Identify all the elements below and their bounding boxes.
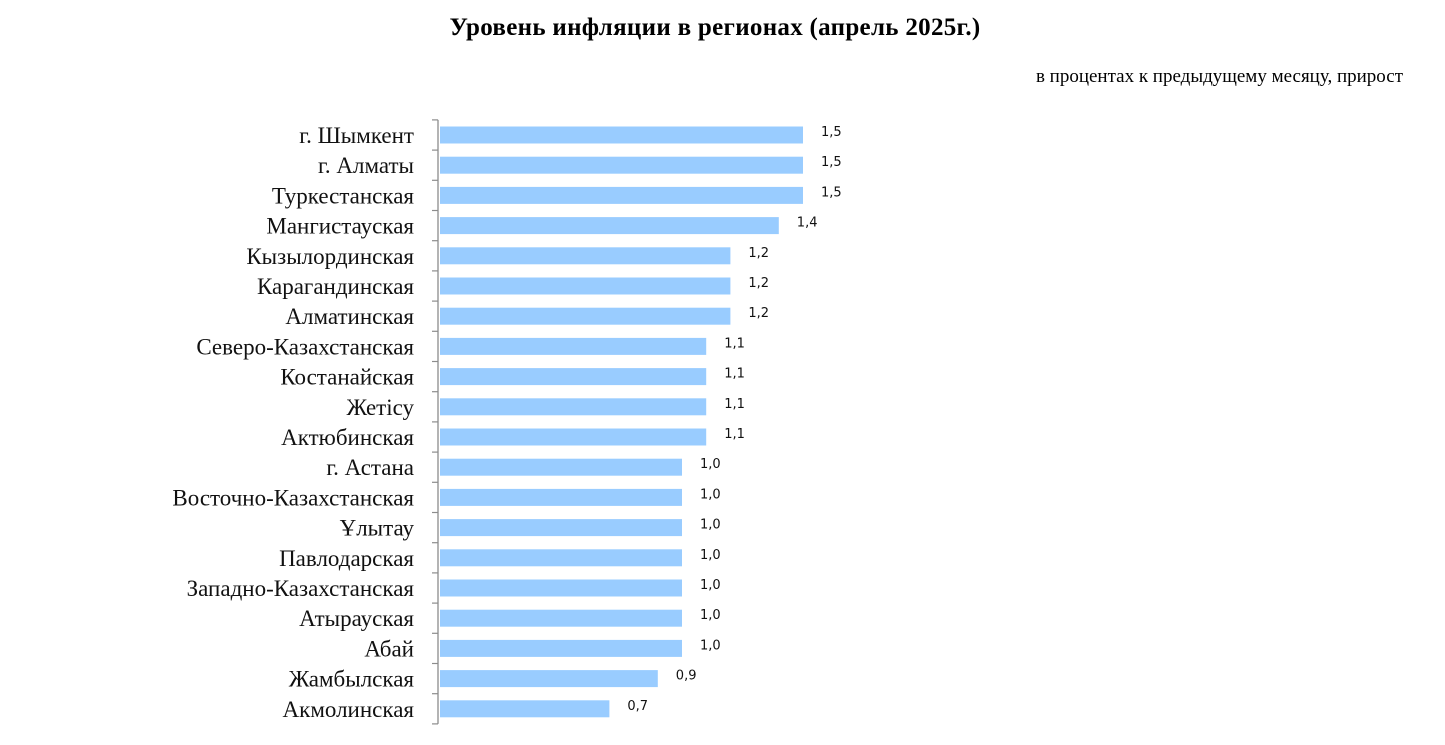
data-label: 1,1: [724, 427, 745, 442]
data-label: 1,0: [700, 518, 721, 533]
data-label: 1,2: [748, 306, 769, 321]
category-label: Жамбылская: [289, 667, 415, 692]
data-label: 1,2: [748, 276, 769, 291]
bar: [440, 579, 682, 597]
category-label: Актюбинская: [281, 425, 414, 450]
bar: [440, 307, 731, 325]
category-label: Ұлытау: [340, 516, 415, 541]
data-label: 1,1: [724, 336, 745, 351]
data-label: 0,9: [676, 669, 697, 684]
data-label: 1,4: [797, 216, 818, 231]
bar: [440, 337, 707, 355]
bar: [440, 639, 682, 657]
chart-subtitle: в процентах к предыдущему месяцу, прирос…: [1035, 66, 1403, 87]
bar: [440, 368, 707, 386]
category-label: Восточно-Казахстанская: [172, 485, 414, 510]
bar: [440, 428, 707, 446]
bar: [440, 519, 682, 537]
data-label: 1,5: [821, 155, 842, 170]
data-label: 1,0: [700, 548, 721, 563]
data-label: 1,0: [700, 638, 721, 653]
data-label: 0,7: [627, 699, 648, 714]
category-label: Карагандинская: [257, 274, 414, 299]
data-label: 1,0: [700, 457, 721, 472]
bar: [440, 700, 610, 718]
category-label: Павлодарская: [279, 546, 414, 571]
category-label: Туркестанская: [272, 183, 415, 208]
category-label: Мангистауская: [266, 214, 414, 239]
data-label: 1,5: [821, 125, 842, 140]
category-label: г. Астана: [326, 455, 414, 480]
data-label: 1,0: [700, 608, 721, 623]
category-label: Акмолинская: [283, 697, 415, 722]
category-label: Костанайская: [280, 365, 414, 390]
bar: [440, 186, 803, 204]
category-label: г. Шымкент: [299, 123, 414, 148]
category-label: Кызылординская: [246, 244, 414, 269]
chart-title: Уровень инфляции в регионах (апрель 2025…: [449, 14, 981, 41]
bar: [440, 488, 682, 506]
data-label: 1,2: [748, 246, 769, 261]
bar: [440, 609, 682, 627]
bar: [440, 156, 803, 174]
category-label: г. Алматы: [318, 153, 414, 178]
bar: [440, 670, 658, 688]
bar: [440, 247, 731, 265]
category-label: Атырауская: [299, 606, 414, 631]
bar: [440, 277, 731, 295]
data-label: 1,0: [700, 578, 721, 593]
bar: [440, 458, 682, 476]
category-label: Северо-Казахстанская: [196, 334, 414, 359]
bar: [440, 549, 682, 567]
bar: [440, 126, 803, 144]
category-label: Алматинская: [285, 304, 414, 329]
data-label: 1,1: [724, 397, 745, 412]
bar: [440, 398, 707, 416]
category-label: Западно-Казахстанская: [187, 576, 415, 601]
data-label: 1,1: [724, 367, 745, 382]
category-label: Жетiсу: [347, 395, 415, 420]
bar: [440, 217, 779, 235]
data-label: 1,5: [821, 185, 842, 200]
data-label: 1,0: [700, 487, 721, 502]
category-label: Абай: [364, 636, 414, 661]
